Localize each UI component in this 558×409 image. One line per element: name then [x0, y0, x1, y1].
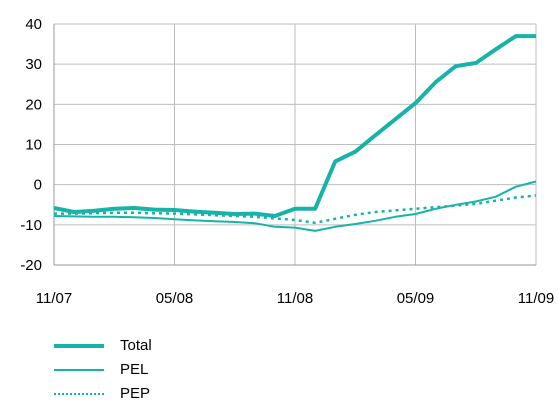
x-axis-tick-labels: 11/07 05/08 11/08 05/09 11/09 — [36, 290, 554, 307]
y-axis-tick-labels: -20 -10 0 10 20 30 40 — [20, 16, 42, 274]
legend-swatch-pep — [54, 393, 104, 395]
legend-label-total: Total — [120, 337, 152, 354]
y-tick-label: -10 — [20, 217, 42, 234]
series-lines — [53, 34, 537, 232]
series-line-pel — [53, 180, 537, 232]
legend-swatch-pel — [54, 369, 104, 371]
legend-label-pep: PEP — [120, 385, 151, 402]
series-line-total — [53, 34, 536, 218]
y-tick-label: 30 — [25, 56, 42, 73]
grid-lines — [53, 23, 537, 266]
y-tick-label: 20 — [25, 96, 42, 113]
y-tick-label: 40 — [25, 16, 42, 33]
x-tick-label: 11/08 — [277, 290, 313, 307]
y-tick-label: 0 — [34, 177, 42, 194]
legend-label-pel: PEL — [120, 361, 149, 378]
x-tick-label: 05/08 — [156, 290, 194, 307]
legend-swatch-total — [54, 344, 104, 348]
y-tick-label: -20 — [20, 257, 42, 274]
x-tick-label: 11/09 — [518, 290, 554, 307]
y-tick-label: 10 — [25, 137, 42, 154]
x-tick-label: 11/07 — [36, 290, 72, 307]
x-tick-label: 05/09 — [397, 290, 435, 307]
